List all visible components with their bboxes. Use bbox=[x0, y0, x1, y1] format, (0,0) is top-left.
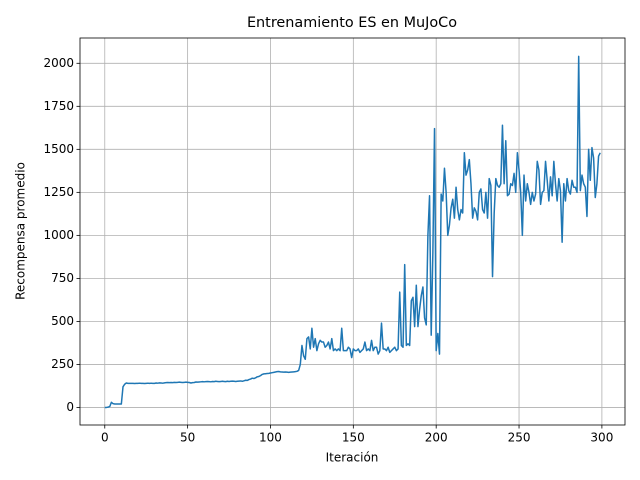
y-tick-label: 1750 bbox=[43, 99, 74, 113]
y-tick-label: 0 bbox=[66, 400, 74, 414]
x-tick-label: 200 bbox=[425, 431, 448, 445]
x-tick-label: 100 bbox=[259, 431, 282, 445]
x-tick-label: 0 bbox=[101, 431, 109, 445]
y-tick-label: 250 bbox=[51, 357, 74, 371]
x-tick-label: 50 bbox=[180, 431, 195, 445]
chart-title: Entrenamiento ES en MuJoCo bbox=[247, 15, 457, 31]
x-tick-label: 250 bbox=[508, 431, 531, 445]
x-tick-label: 150 bbox=[342, 431, 365, 445]
x-axis-label: Iteración bbox=[326, 451, 379, 465]
series-line bbox=[104, 55, 601, 409]
y-tick-label: 2000 bbox=[43, 56, 74, 70]
y-tick-label: 1500 bbox=[43, 142, 74, 156]
x-tick-label: 300 bbox=[590, 431, 613, 445]
y-tick-label: 500 bbox=[51, 314, 74, 328]
y-tick-label: 750 bbox=[51, 271, 74, 285]
y-axis-label: Recompensa promedio bbox=[14, 162, 28, 300]
y-tick-label: 1250 bbox=[43, 185, 74, 199]
y-tick-label: 1000 bbox=[43, 228, 74, 242]
axes-frame bbox=[79, 37, 626, 426]
